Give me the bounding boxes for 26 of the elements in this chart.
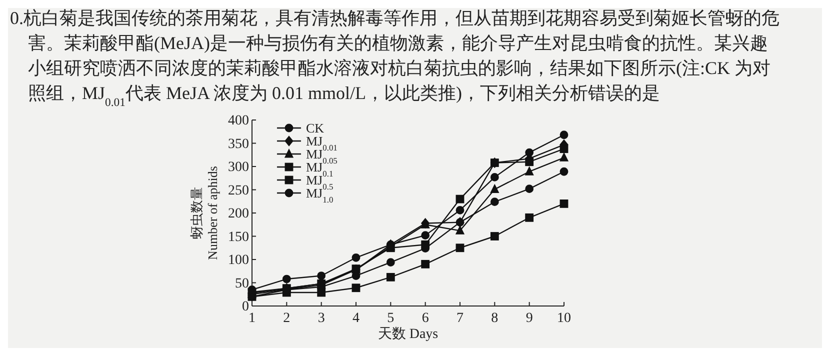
x-tick-label: 10 <box>557 311 571 326</box>
y-tick-label: 400 <box>228 114 249 128</box>
text: 小组研究喷洒不同浓度的茉莉酸甲酯水溶液对杭白菊抗虫的影响，结果如下图所示(注:CK 为对 <box>28 58 770 78</box>
y-tick-label: 100 <box>228 253 249 268</box>
x-tick-label: 3 <box>318 311 325 326</box>
x-tick-label: 8 <box>491 311 498 326</box>
x-tick-label: 6 <box>422 311 429 326</box>
y-tick-label: 200 <box>228 206 249 222</box>
x-tick-label: 9 <box>526 311 533 326</box>
legend-label: CK <box>306 120 325 136</box>
y-tick-label: 250 <box>228 183 249 198</box>
y-tick-label: 350 <box>228 136 249 152</box>
x-tick-label: 1 <box>248 311 256 326</box>
x-tick-label: 5 <box>387 311 394 326</box>
x-tick-label: 2 <box>283 311 290 326</box>
y-tick-label: 150 <box>228 230 249 245</box>
text: 照组，MJ$_{0.01}$代表 MeJA 浓度为 0.01 mmol/L，以此类推)，下列相关分析错误的是 <box>28 83 660 108</box>
x-tick-label: 4 <box>352 311 360 326</box>
x-axis-title: 天数 Days <box>378 326 438 342</box>
x-tick-label: 7 <box>456 311 464 326</box>
y-tick-label: 300 <box>228 160 249 175</box>
y-tick-label: 50 <box>235 276 249 292</box>
text: 害。茉莉酸甲酯(MeJA)是一种与损伤有关的植物激素，能介导产生对昆虫啃食的抗性。某兴趣 <box>28 33 768 53</box>
y-tick-label: 0 <box>242 300 249 314</box>
text: 0.杭白菊是我国传统的茶用菊花，具有清热解毒等作用，但从苗期到花期容易受到菊姬长管蚜的危 <box>10 8 780 28</box>
y-axis-title: 蚜虫数量 Number of aphids <box>189 166 220 260</box>
